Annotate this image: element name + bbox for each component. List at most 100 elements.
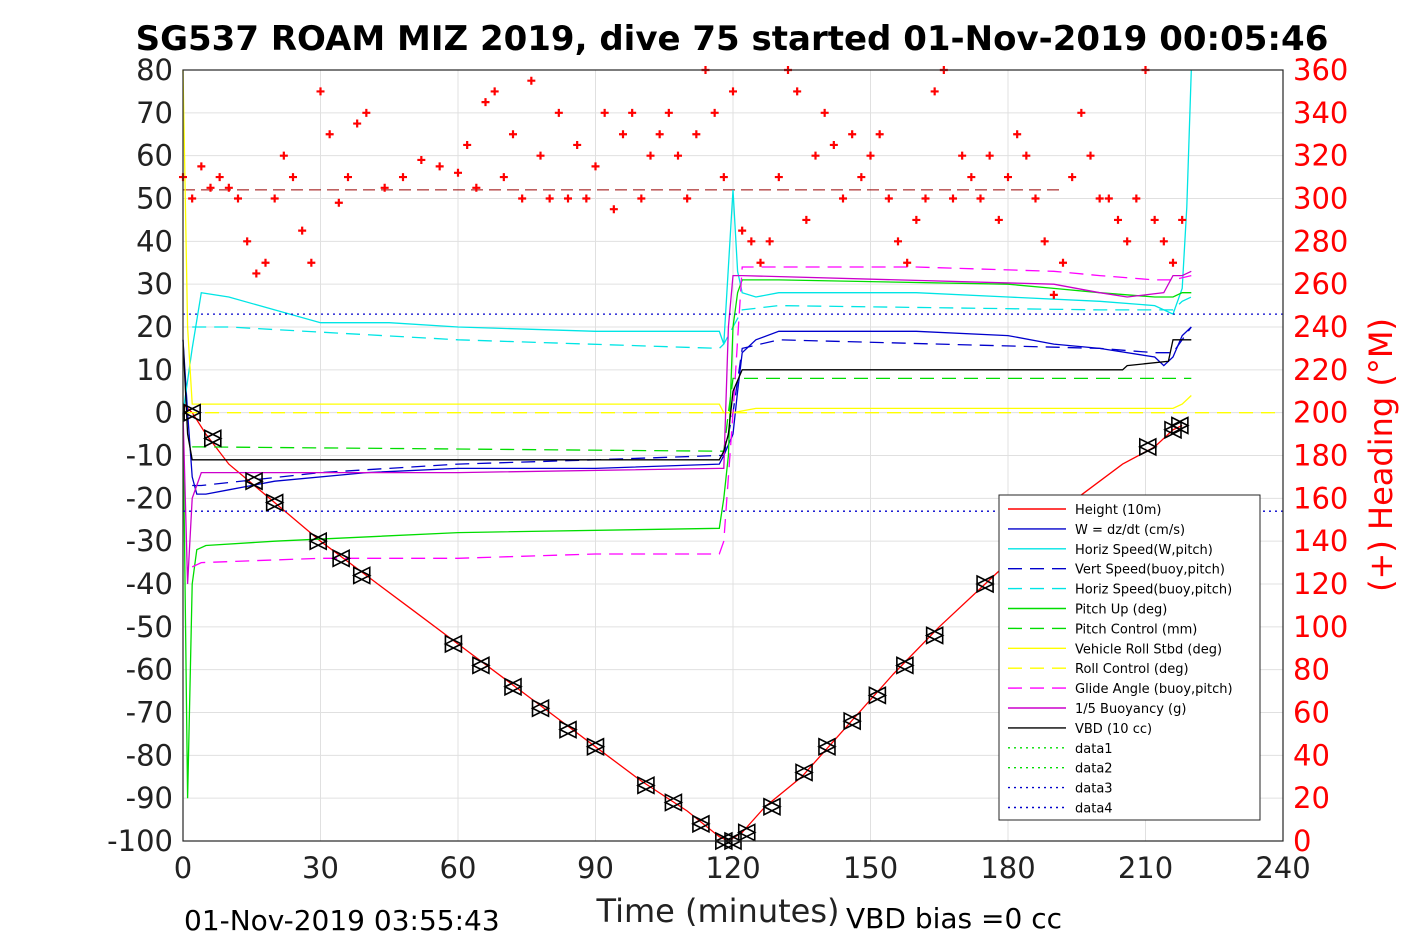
plot-frame	[182, 69, 1284, 842]
heading-point	[536, 151, 545, 160]
heading-point	[756, 258, 765, 267]
heading-point	[985, 151, 994, 160]
series-line-11	[182, 339, 1192, 461]
legend-label: data1	[1075, 742, 1113, 757]
y-right-tick-label: 340	[1293, 96, 1348, 130]
heading-point	[802, 215, 811, 224]
heading-point	[1150, 215, 1159, 224]
heading-point	[930, 87, 939, 96]
y-right-tick-label: 280	[1293, 224, 1348, 258]
footer-vbd-bias-label: VBD bias =0 cc	[846, 902, 1062, 935]
heading-point	[967, 173, 976, 182]
heading-point	[399, 173, 407, 182]
heading-point	[454, 168, 462, 177]
y-tick-label: -100	[107, 824, 173, 858]
heading-point	[1132, 194, 1141, 203]
legend: Height (10m) W = dz/dt (cm/s) Horiz Speed(…	[998, 494, 1261, 821]
legend-label: Vert Speed(buoy,pitch)	[1075, 563, 1225, 578]
y-tick-label: 0	[155, 396, 173, 430]
heading-point	[234, 194, 242, 203]
heading-point	[628, 108, 637, 117]
heading-point	[1086, 151, 1095, 160]
legend-label: data2	[1075, 762, 1113, 777]
heading-point	[472, 183, 481, 192]
y-tick-label: 20	[136, 310, 173, 344]
y-right-tick-label: 160	[1293, 481, 1348, 515]
legend-label: Pitch Up (deg)	[1075, 603, 1167, 618]
heading-point	[857, 173, 866, 182]
y-right-axis-label: (+) Heading (°M)	[1362, 318, 1400, 592]
heading-point	[884, 194, 893, 203]
heading-point	[1031, 194, 1040, 203]
heading-point	[1068, 173, 1077, 182]
series-line-3	[192, 326, 1192, 487]
depth-marker	[203, 429, 223, 448]
heading-point	[729, 87, 737, 96]
heading-point	[747, 237, 756, 246]
y-right-tick-label: 360	[1293, 53, 1348, 87]
heading-point	[921, 194, 930, 203]
y-tick-label: -80	[126, 738, 173, 772]
chart-title: SG537 ROAM MIZ 2019, dive 75 started 01-…	[136, 19, 1329, 59]
y-right-tick-label: 40	[1293, 738, 1330, 772]
legend-label: Horiz Speed(buoy,pitch)	[1075, 583, 1232, 598]
heading-point	[600, 108, 609, 117]
x-tick-label: 150	[843, 851, 898, 885]
x-tick-label: 210	[1118, 851, 1173, 885]
y-right-tick-label: 0	[1293, 824, 1311, 858]
heading-point	[1022, 151, 1031, 160]
y-right-tick-label: 220	[1293, 353, 1348, 387]
tick-layer: 0 30 60 90 120 150 180 210 24080706050403020100-…	[107, 53, 1348, 885]
y-right-tick-label: 80	[1293, 653, 1330, 687]
legend-items: Height (10m) W = dz/dt (cm/s) Horiz Speed(…	[1008, 503, 1233, 817]
heading-point	[325, 130, 334, 139]
heading-layer	[179, 66, 1187, 299]
y-tick-label: -90	[126, 781, 173, 815]
heading-point	[1159, 237, 1168, 246]
heading-point	[582, 194, 591, 203]
heading-point	[655, 130, 664, 139]
x-tick-label: 60	[440, 851, 477, 885]
heading-point	[573, 140, 582, 149]
heading-point	[949, 194, 957, 203]
y-right-tick-label: 60	[1293, 696, 1330, 730]
y-right-tick-label: 240	[1293, 310, 1348, 344]
heading-point	[976, 194, 985, 203]
legend-label: Pitch Control (mm)	[1075, 622, 1197, 637]
y-tick-label: 30	[136, 267, 173, 301]
heading-point	[197, 162, 206, 171]
depth-marker	[842, 711, 862, 731]
depth-marker	[1170, 416, 1190, 435]
y-right-tick-label: 300	[1293, 182, 1348, 216]
heading-point	[554, 108, 563, 117]
heading-point	[1059, 258, 1067, 267]
heading-point	[848, 130, 857, 139]
depth-marker	[817, 737, 837, 757]
heading-point	[664, 108, 673, 117]
heading-point	[188, 194, 197, 203]
depth-marker	[585, 737, 606, 757]
y-tick-label: 70	[136, 96, 173, 130]
depth-marker	[924, 626, 945, 645]
heading-point	[481, 98, 490, 107]
heading-point	[490, 87, 499, 96]
heading-point	[591, 162, 600, 171]
y-right-tick-label: 100	[1293, 610, 1348, 644]
depth-marker	[471, 656, 491, 675]
heading-point	[362, 108, 371, 117]
heading-point	[1178, 215, 1187, 224]
y-tick-label: 10	[136, 353, 173, 387]
y-tick-label: -20	[126, 481, 173, 515]
heading-point	[619, 130, 627, 139]
heading-point	[1013, 130, 1022, 139]
heading-point	[215, 173, 224, 182]
depth-marker	[867, 686, 888, 705]
depth-marker	[636, 776, 656, 795]
y-tick-label: -70	[126, 696, 173, 730]
heading-point	[609, 205, 618, 214]
heading-point	[912, 215, 921, 224]
y-right-tick-label: 120	[1293, 567, 1348, 601]
heading-point	[261, 258, 270, 267]
y-tick-label: 80	[136, 53, 173, 87]
